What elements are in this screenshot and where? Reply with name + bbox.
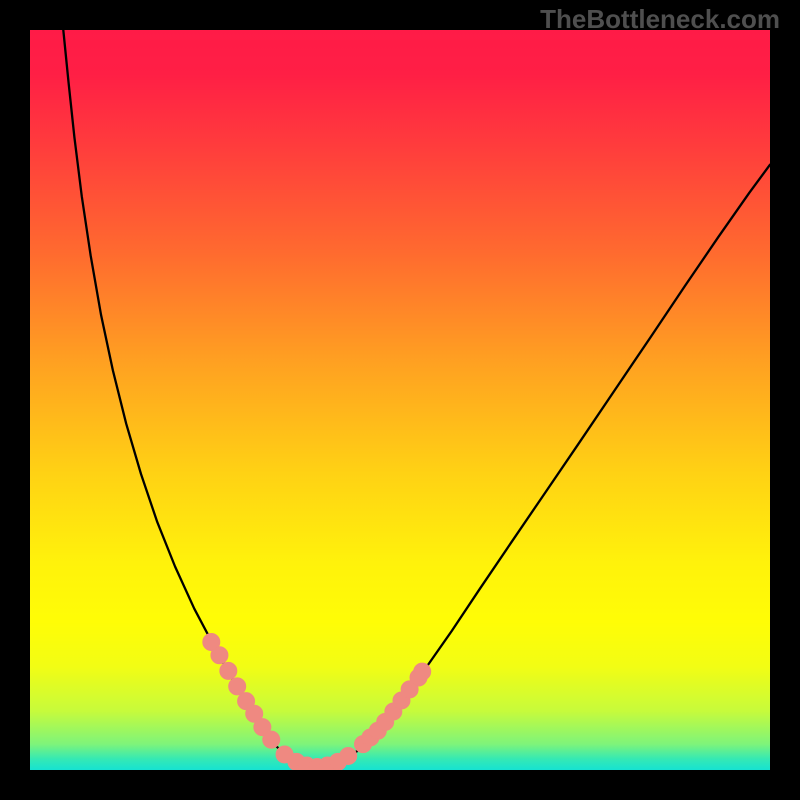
chart-frame: [0, 0, 800, 800]
watermark-text: TheBottleneck.com: [540, 4, 780, 35]
